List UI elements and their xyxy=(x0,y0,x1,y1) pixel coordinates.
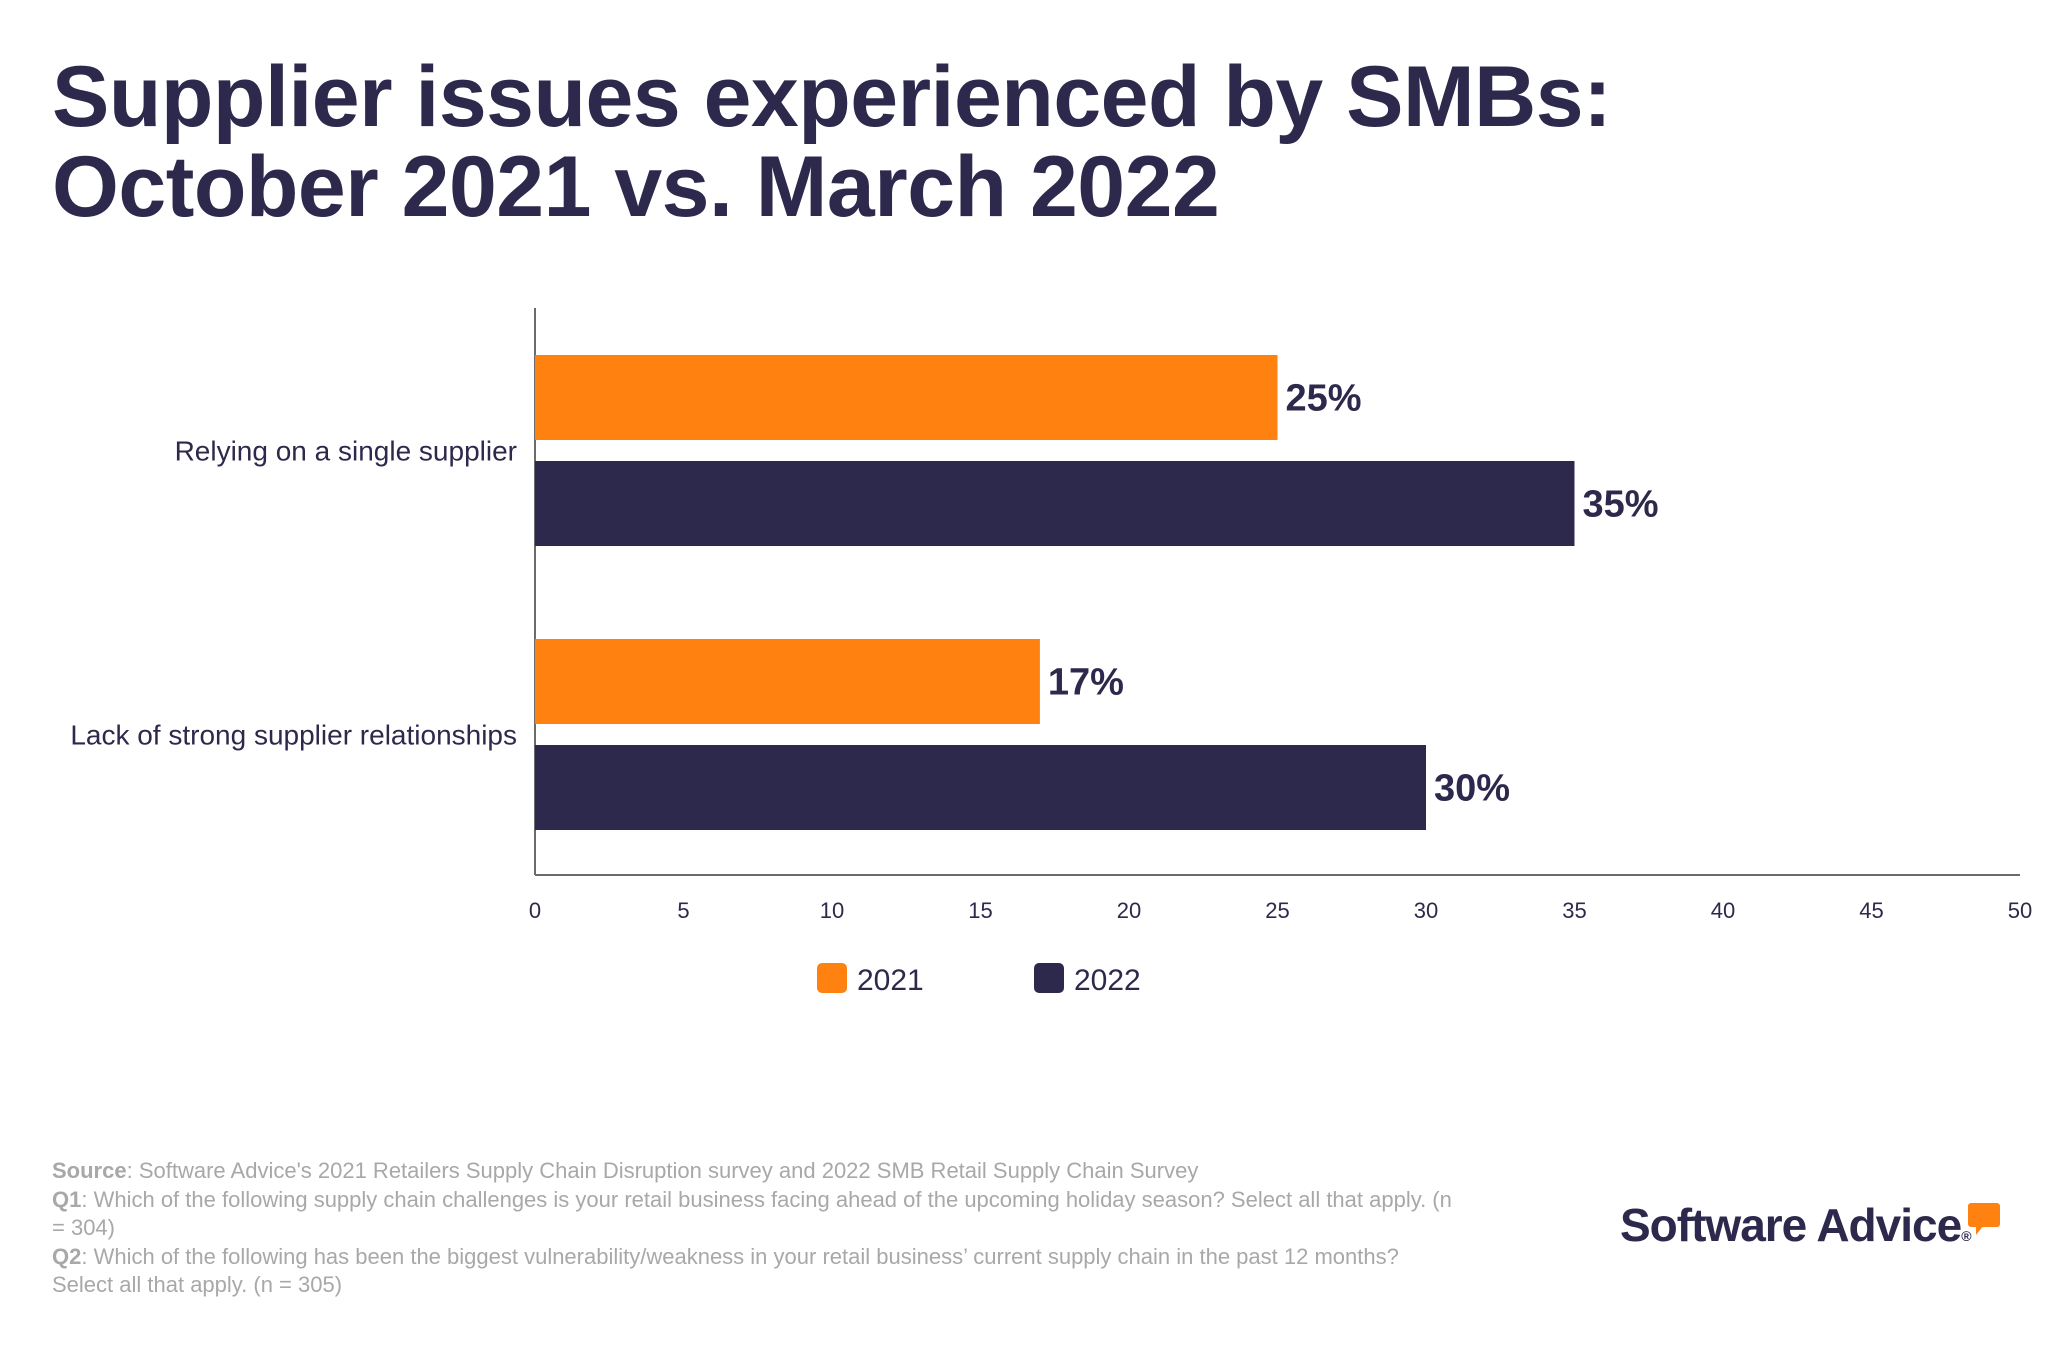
x-tick-label: 35 xyxy=(1562,898,1586,923)
data-label: 17% xyxy=(1048,662,1124,704)
title-line-2: October 2021 vs. March 2022 xyxy=(52,139,1220,235)
bar-2021 xyxy=(535,639,1040,724)
bar-chart: 0 5 10 15 20 25 30 35 40 45 50 Relying on a single … xyxy=(70,308,2032,997)
category-label: Relying on a single supplier xyxy=(175,436,517,467)
x-tick-label: 45 xyxy=(1859,898,1883,923)
legend-swatch-2021 xyxy=(817,963,847,993)
x-tick-label: 20 xyxy=(1117,898,1141,923)
x-tick-label: 25 xyxy=(1265,898,1289,923)
speech-bubble-icon xyxy=(1968,1203,2000,1227)
x-tick-label: 10 xyxy=(820,898,844,923)
data-label: 25% xyxy=(1286,378,1362,420)
x-tick-label: 30 xyxy=(1414,898,1438,923)
q2-note: Q2: Which of the following has been the … xyxy=(52,1243,1399,1298)
bar-2021 xyxy=(535,355,1278,440)
q1-note: Q1: Which of the following supply chain … xyxy=(52,1186,1452,1241)
source-note: Source: Software Advice's 2021 Retailers… xyxy=(52,1158,1199,1183)
x-tick-label: 0 xyxy=(529,898,541,923)
legend-label: 2022 xyxy=(1074,964,1141,997)
x-tick-label: 15 xyxy=(968,898,992,923)
chart-title: Supplier issues experienced by SMBs: Oct… xyxy=(52,49,1612,235)
legend-swatch-2022 xyxy=(1034,963,1064,993)
x-tick-label: 40 xyxy=(1711,898,1735,923)
legend-label: 2021 xyxy=(857,964,924,997)
data-label: 30% xyxy=(1434,768,1510,810)
bar-2022 xyxy=(535,745,1426,830)
title-line-1: Supplier issues experienced by SMBs: xyxy=(52,49,1612,145)
bar-2022 xyxy=(535,461,1575,546)
category-label: Lack of strong supplier relationships xyxy=(70,720,517,751)
x-tick-label: 50 xyxy=(2008,898,2032,923)
software-advice-logo: Software Advice® xyxy=(1620,1199,1972,1251)
data-label: 35% xyxy=(1583,484,1659,526)
x-tick-label: 5 xyxy=(677,898,689,923)
speech-bubble-tail-icon xyxy=(1976,1225,1984,1235)
footer-notes: Source: Software Advice's 2021 Retailers… xyxy=(52,1157,1452,1300)
